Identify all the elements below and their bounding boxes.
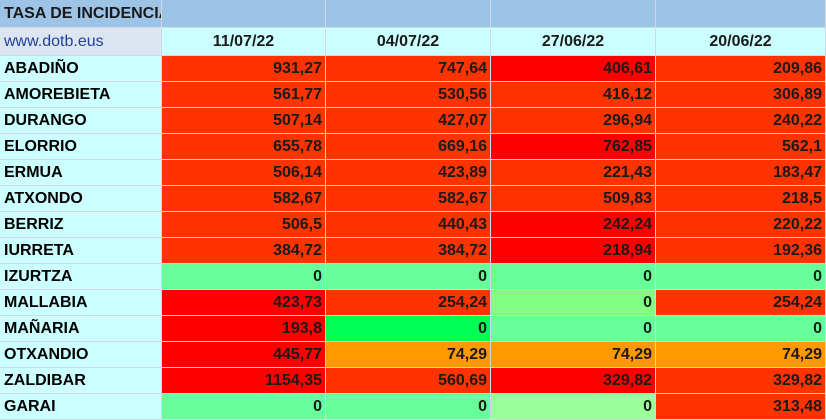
value-cell: 296,94	[491, 108, 656, 134]
row-label: AMOREBIETA	[0, 82, 162, 108]
value-cell: 254,24	[656, 290, 826, 316]
value-cell: 221,43	[491, 160, 656, 186]
value-cell: 0	[162, 264, 326, 290]
value-cell: 0	[326, 316, 491, 342]
row-label: DURANGO	[0, 108, 162, 134]
value-cell: 329,82	[656, 368, 826, 394]
value-cell: 74,29	[326, 342, 491, 368]
value-cell: 0	[491, 264, 656, 290]
date-header: 11/07/22	[162, 28, 326, 56]
value-cell: 655,78	[162, 134, 326, 160]
value-cell: 506,5	[162, 212, 326, 238]
value-cell: 0	[326, 264, 491, 290]
date-header: 27/06/22	[491, 28, 656, 56]
value-cell: 218,5	[656, 186, 826, 212]
value-cell: 306,89	[656, 82, 826, 108]
value-cell: 218,94	[491, 238, 656, 264]
date-header: 04/07/22	[326, 28, 491, 56]
value-cell: 423,89	[326, 160, 491, 186]
value-cell: 0	[162, 394, 326, 420]
value-cell: 0	[656, 316, 826, 342]
row-label: ABADIÑO	[0, 56, 162, 82]
value-cell: 209,86	[656, 56, 826, 82]
row-label: IZURTZA	[0, 264, 162, 290]
value-cell: 192,36	[656, 238, 826, 264]
row-label: ZALDIBAR	[0, 368, 162, 394]
value-cell: 240,22	[656, 108, 826, 134]
row-label: ELORRIO	[0, 134, 162, 160]
value-cell: 423,73	[162, 290, 326, 316]
value-cell: 406,61	[491, 56, 656, 82]
value-cell: 931,27	[162, 56, 326, 82]
title-cell: TASA DE INCIDENCIA	[0, 0, 162, 28]
value-cell: 183,47	[656, 160, 826, 186]
value-cell: 220,22	[656, 212, 826, 238]
value-cell: 530,56	[326, 82, 491, 108]
value-cell: 254,24	[326, 290, 491, 316]
value-cell: 562,1	[656, 134, 826, 160]
value-cell: 416,12	[491, 82, 656, 108]
value-cell: 561,77	[162, 82, 326, 108]
value-cell: 329,82	[491, 368, 656, 394]
row-label: MALLABIA	[0, 290, 162, 316]
value-cell: 582,67	[326, 186, 491, 212]
value-cell: 0	[491, 316, 656, 342]
value-cell: 0	[491, 290, 656, 316]
value-cell: 427,07	[326, 108, 491, 134]
title-fill	[326, 0, 491, 28]
value-cell: 0	[326, 394, 491, 420]
value-cell: 582,67	[162, 186, 326, 212]
row-label: GARAI	[0, 394, 162, 420]
row-label: OTXANDIO	[0, 342, 162, 368]
value-cell: 762,85	[491, 134, 656, 160]
value-cell: 560,69	[326, 368, 491, 394]
value-cell: 506,14	[162, 160, 326, 186]
value-cell: 669,16	[326, 134, 491, 160]
row-label: MAÑARIA	[0, 316, 162, 342]
value-cell: 445,77	[162, 342, 326, 368]
value-cell: 74,29	[491, 342, 656, 368]
value-cell: 440,43	[326, 212, 491, 238]
value-cell: 313,48	[656, 394, 826, 420]
value-cell: 0	[656, 264, 826, 290]
row-label: ATXONDO	[0, 186, 162, 212]
row-label: BERRIZ	[0, 212, 162, 238]
row-label: IURRETA	[0, 238, 162, 264]
value-cell: 1154,35	[162, 368, 326, 394]
value-cell: 384,72	[326, 238, 491, 264]
value-cell: 747,64	[326, 56, 491, 82]
value-cell: 509,83	[491, 186, 656, 212]
title-fill	[491, 0, 656, 28]
value-cell: 242,24	[491, 212, 656, 238]
date-header: 20/06/22	[656, 28, 826, 56]
value-cell: 0	[491, 394, 656, 420]
source-cell: www.dotb.eus	[0, 28, 162, 56]
value-cell: 507,14	[162, 108, 326, 134]
title-fill	[162, 0, 326, 28]
value-cell: 384,72	[162, 238, 326, 264]
value-cell: 193,8	[162, 316, 326, 342]
value-cell: 74,29	[656, 342, 826, 368]
title-fill	[656, 0, 826, 28]
row-label: ERMUA	[0, 160, 162, 186]
